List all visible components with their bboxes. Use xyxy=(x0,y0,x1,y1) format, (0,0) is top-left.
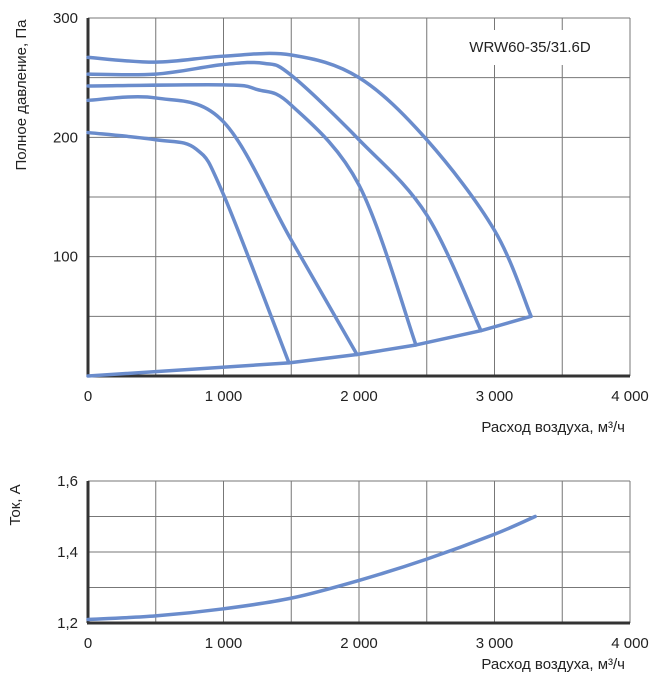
x-tick-label: 3 000 xyxy=(476,388,514,405)
series-curve-2 xyxy=(86,60,483,333)
x-tick-label: 0 xyxy=(84,635,92,652)
chart-panel-1: WRW60-35/31.6D 0 1 000 2 000 3 000 4 000 100 20… xyxy=(13,10,649,436)
series-system-curve xyxy=(86,314,533,378)
y-tick-label: 1,6 xyxy=(57,473,78,490)
x-axis-label: Расход воздуха, м³/ч xyxy=(481,656,625,673)
series-curve-3 xyxy=(86,82,418,347)
x-tick-label: 2 000 xyxy=(340,635,378,652)
x-axis-label: Расход воздуха, м³/ч xyxy=(481,419,625,436)
y-tick-label: 1,2 xyxy=(57,615,78,632)
y-tick-label: 1,4 xyxy=(57,544,78,561)
y-tick-label: 200 xyxy=(53,129,78,146)
title-background xyxy=(470,30,600,65)
chart-panel-2: 0 1 000 2 000 3 000 4 000 1,2 1,4 1,6 Расход воз… xyxy=(7,473,649,673)
series-curve-1 xyxy=(86,51,533,319)
x-tick-label: 4 000 xyxy=(611,635,649,652)
chart-title: WRW60-35/31.6D xyxy=(469,39,591,56)
x-tick-label: 1 000 xyxy=(205,388,243,405)
series-curve-4 xyxy=(86,94,359,357)
series-current xyxy=(86,514,537,622)
x-tick-label: 1 000 xyxy=(205,635,243,652)
y-tick-label: 100 xyxy=(53,249,78,266)
x-tick-label: 3 000 xyxy=(476,635,514,652)
x-tick-label: 2 000 xyxy=(340,388,378,405)
x-tick-label: 4 000 xyxy=(611,388,649,405)
x-tick-label: 0 xyxy=(84,388,92,405)
y-tick-label: 300 xyxy=(53,10,78,27)
series-curve-5 xyxy=(86,130,291,365)
y-axis-label: Полное давление, Па xyxy=(13,19,30,171)
y-axis-label: Ток, А xyxy=(7,484,24,525)
